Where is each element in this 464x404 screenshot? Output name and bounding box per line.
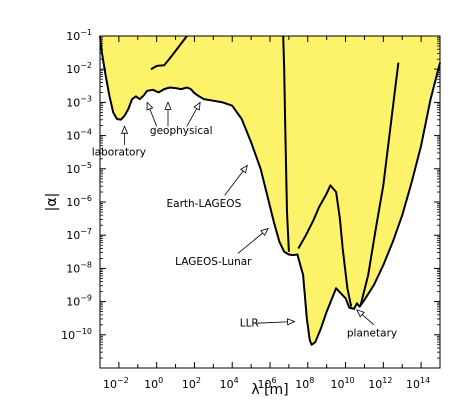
annotation-planetary: planetary bbox=[347, 327, 397, 339]
excluded-region-layer bbox=[100, 36, 440, 345]
annotation-geophysical: geophysical bbox=[150, 125, 213, 137]
annotation-earth-lageos: Earth-LAGEOS bbox=[167, 198, 242, 210]
y-tick-label: 10−9 bbox=[66, 294, 92, 309]
y-axis-ticks: 10−1 10−2 10−3 10−4 10−5 10−6 10−7 10−8 10−9 10−1… bbox=[61, 28, 440, 369]
annotation-laboratory: laboratory bbox=[92, 147, 146, 159]
annotation-arrow-head bbox=[164, 101, 172, 110]
curves-layer bbox=[99, 35, 441, 346]
x-tick-label: 108 bbox=[295, 376, 314, 391]
x-tick-label: 106 bbox=[257, 376, 276, 391]
annotation-arrow-head bbox=[193, 101, 201, 111]
x-tick-label: 100 bbox=[144, 376, 163, 391]
y-tick-label: 10−5 bbox=[66, 161, 92, 176]
annotation-arrow-head bbox=[120, 125, 129, 134]
y-tick-label: 10−1 bbox=[66, 28, 92, 43]
annotation-arrow-head bbox=[239, 164, 248, 174]
x-tick-label: 104 bbox=[220, 376, 239, 391]
y-tick-label: 10−10 bbox=[61, 327, 92, 342]
x-axis-label: λ [m] bbox=[251, 382, 288, 398]
annotations-layer: laboratory geophysical Earth-LAGEOS LAGEOS-… bbox=[92, 101, 397, 339]
x-tick-label: 10−2 bbox=[103, 376, 129, 391]
curve-planetary bbox=[359, 62, 400, 306]
annotation-llr: LLR bbox=[240, 318, 259, 330]
y-tick-label: 10−2 bbox=[66, 61, 92, 76]
annotation-lageos-lunar: LAGEOS-Lunar bbox=[175, 256, 252, 268]
y-tick-label: 10−7 bbox=[66, 227, 92, 242]
x-axis-ticks: 10−2 100 102 104 106 108 1010 1012 1014 bbox=[99, 36, 441, 391]
annotation-arrow-head bbox=[287, 318, 296, 326]
y-tick-label: 10−3 bbox=[66, 94, 92, 109]
y-axis-label: |α| bbox=[44, 193, 60, 212]
x-tick-label: 1014 bbox=[406, 376, 430, 391]
excluded-region-fill bbox=[100, 36, 440, 345]
curve-lageos-lunar bbox=[297, 184, 353, 307]
annotation-arrow-head bbox=[356, 309, 365, 318]
y-tick-label: 10−4 bbox=[66, 128, 92, 143]
x-tick-label: 1012 bbox=[368, 376, 392, 391]
curve-earth-lageos bbox=[150, 35, 188, 71]
x-tick-label: 1010 bbox=[330, 376, 354, 391]
annotation-arrow-head bbox=[146, 101, 154, 111]
x-tick-label: 102 bbox=[182, 376, 201, 391]
y-tick-label: 10−6 bbox=[66, 194, 92, 209]
boundary-curve bbox=[99, 35, 441, 346]
annotation-arrow-head bbox=[260, 227, 269, 237]
curve-llr bbox=[282, 35, 290, 252]
y-tick-label: 10−8 bbox=[66, 260, 92, 275]
